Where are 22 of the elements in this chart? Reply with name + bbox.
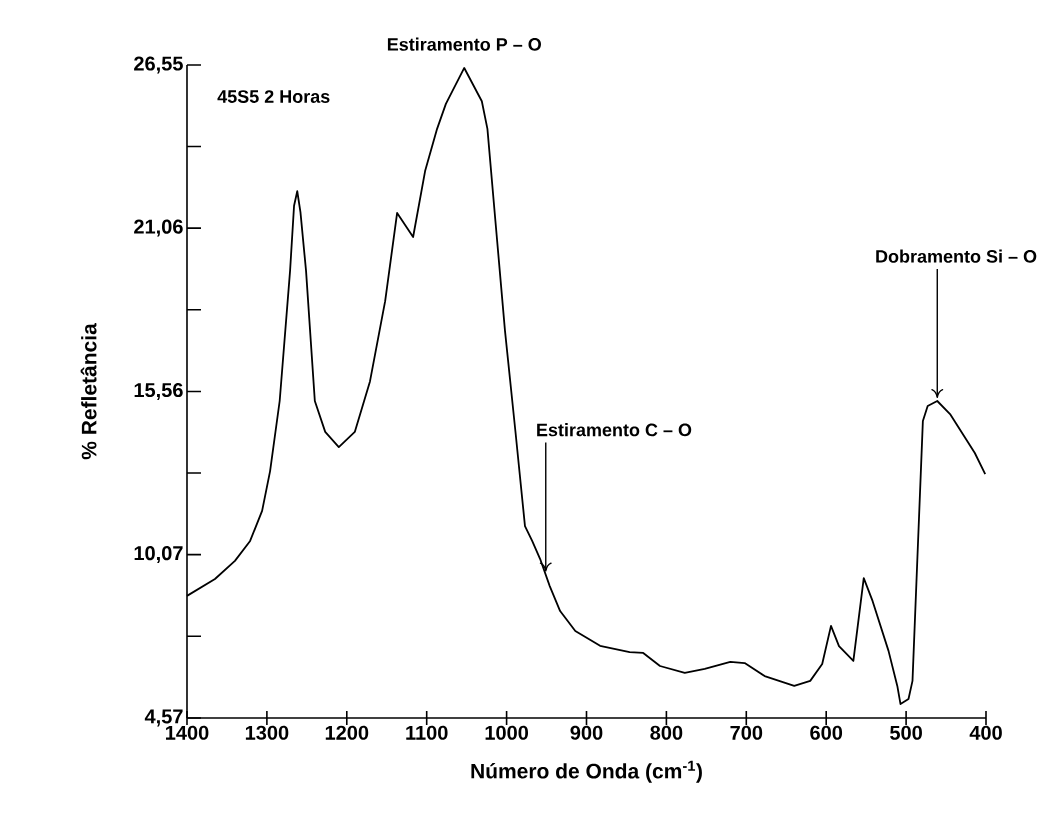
y-axis-title: % Refletância	[80, 323, 97, 460]
y-tick-label: 4,57	[144, 709, 183, 727]
x-tick-label: 1100	[406, 725, 448, 740]
x-tick-label: 1300	[245, 725, 289, 740]
x-tick-label: 800	[650, 725, 683, 740]
annotation: 45S5 2 Horas	[217, 90, 330, 103]
x-tick-label: 500	[890, 725, 922, 740]
y-tick-label: 21,06	[134, 219, 183, 237]
x-tick-label: 1400	[166, 725, 209, 740]
y-tick-label: 10,07	[134, 546, 183, 564]
x-tick-label: 1000	[485, 725, 529, 740]
x-tick-label: 400	[969, 725, 1002, 740]
annotation: Dobramento Si – O	[876, 249, 1037, 263]
x-tick-label: 700	[730, 725, 763, 740]
annotation: Estiramento C – O	[537, 423, 692, 437]
x-tick-label: 1200	[325, 725, 369, 740]
x-axis-title: Número de Onda (cm$^{-1}$)	[471, 760, 702, 783]
y-tick-label: 26,55	[134, 56, 183, 74]
annotation: Estiramento P – O	[387, 37, 542, 51]
x-tick-label: 600	[810, 725, 843, 740]
y-tick-label: 15,56	[134, 382, 183, 401]
x-tick-label: 900	[570, 725, 603, 740]
